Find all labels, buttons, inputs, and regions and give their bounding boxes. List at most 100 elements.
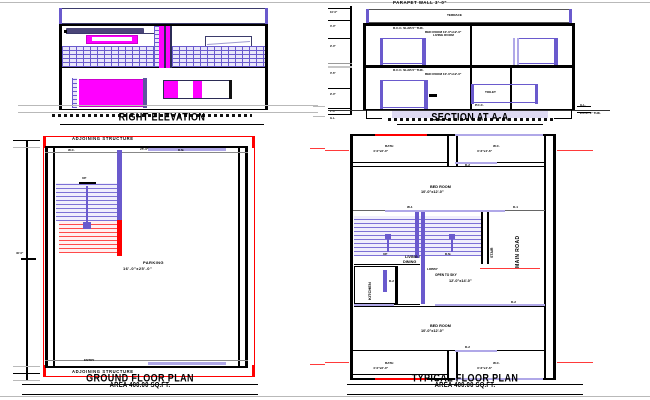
tfp-wall-right: [553, 134, 556, 380]
section-lower-room-mid: [471, 84, 538, 103]
gfp-bottom-window: [148, 362, 226, 365]
ground-floor-plan-title-underline-2: [22, 394, 258, 395]
tfp-label-bath-top: BATH: [385, 144, 394, 148]
section-level-tick-6: [328, 108, 352, 109]
elevation-roof-line: [59, 24, 268, 26]
gfp-stair-wall-red: [117, 220, 122, 256]
right-elevation-title: RIGHT ELEVATION: [62, 110, 262, 124]
elevation-ground-line: [18, 105, 318, 106]
typical-floor-plan-title-line1: TYPICAL FLOOR PLAN: [411, 371, 519, 385]
typical-floor-plan-title: TYPICAL FLOOR PLAN AREA 400.00 SQ.FT.: [345, 371, 585, 390]
elevation-shutter: [76, 79, 144, 107]
gfp-stair-arrow-tail: [79, 182, 96, 184]
elevation-ground-hatch: [52, 114, 252, 117]
typical-floor-plan-title-underline-2: [347, 394, 583, 395]
section-level-label-3: 0'-6": [330, 72, 336, 75]
drawing-right-elevation: RIGHT ELEVATION: [0, 0, 325, 128]
elevation-sunshade: [66, 28, 144, 33]
gfp-dim-tick-top: [13, 140, 40, 141]
gfp-wall-bottom: [45, 366, 248, 368]
gfp-dim-tick-bot: [13, 366, 40, 367]
section-upper-room-left-jamb2: [380, 38, 383, 65]
section-pcc-slab: [392, 111, 548, 118]
elevation-right-tick-2: [313, 116, 325, 117]
tfp-wall-left: [350, 134, 353, 380]
elevation-parapet-left-edge: [59, 8, 62, 24]
gfp-label-wc: W.C.: [68, 148, 75, 152]
tfp-bath-top-partition: [447, 136, 449, 166]
section-aa-title-line1: SECTION AT A-A: [431, 110, 509, 124]
section-level-label-4: 9'-0": [330, 93, 336, 96]
gfp-wall-left: [45, 146, 48, 368]
tfp-label-bedroom-bottom-size: 10'-0"x12'-0": [421, 329, 444, 333]
tfp-label-bedroom-top: BED ROOM: [430, 185, 451, 189]
tfp-label-kitchen: KITCHEN: [367, 282, 372, 300]
section-leader-right-1: [577, 106, 591, 107]
tfp-lobby-divider: [354, 264, 420, 265]
gfp-stair-label-up: UP: [82, 176, 87, 180]
section-upper-room-right-jamb2: [513, 38, 515, 65]
tfp-bath-bottom-wall2: [456, 350, 458, 378]
sheet-divider-horizontal: [0, 396, 650, 397]
tfp-label-main-road: MAIN ROAD: [515, 235, 521, 269]
section-footing-right: [554, 118, 572, 119]
tfp-living-top-opening: [385, 210, 505, 212]
section-aa-title: SECTION AT A-A: [395, 110, 545, 124]
tfp-stair-arrow-up-shaft: [387, 236, 389, 252]
section-label-parapet: PARAPET WALL 3'-0": [393, 0, 447, 5]
right-elevation-title-line1: RIGHT ELEVATION: [118, 110, 206, 124]
gfp-corner-tr: [252, 136, 255, 148]
tfp-kitchen-door: [383, 270, 387, 292]
gfp-wall-right-inner: [238, 146, 240, 368]
elevation-sunshade-underline: [66, 33, 155, 34]
gfp-corner-bl: [43, 365, 46, 377]
tfp-label-w1: W-1: [407, 205, 413, 209]
section-upper-room-left-jamb: [422, 38, 426, 65]
gfp-corner-br: [252, 365, 255, 377]
gfp-dim-tick-mid: [21, 258, 36, 260]
section-upper-room-right-jamb3: [517, 38, 519, 65]
tfp-label-living-size: 12'-0"x14'-0": [449, 279, 472, 283]
drawing-typical-floor-plan: BATH 4'-0"x6'-0" W.C. 3'-6"x4'-6" D-2 BE…: [325, 128, 650, 396]
sheet-divider-top: [0, 2, 650, 3]
tfp-ext-line-right-bottom: [557, 362, 593, 363]
elevation-brick-band-left: [62, 46, 154, 67]
elevation-sunshade-dot: [64, 30, 67, 33]
elevation-right-tick-1: [313, 106, 325, 107]
gfp-wall-bottom-inner: [45, 360, 248, 361]
section-level-label-6: G.L.: [330, 117, 336, 120]
elevation-column-magenta: [159, 26, 164, 68]
section-level-tick-1: [328, 20, 352, 21]
section-lower-room-mid-jamb-l: [471, 84, 474, 104]
tfp-stair-stringer-1: [415, 212, 419, 258]
tfp-label-bedroom-bottom: BED ROOM: [430, 324, 451, 328]
tfp-bath-bottom-divider: [353, 350, 545, 351]
right-elevation-title-underline: [60, 124, 264, 125]
section-footing-left-v: [366, 110, 367, 119]
tfp-wall-right-inner: [544, 134, 546, 380]
elevation-upper-window-glass: [92, 37, 132, 41]
tfp-label-bedroom-top-size: 10'-0"x12'-0": [421, 190, 444, 194]
section-label-living: LIVING ROOM: [433, 33, 454, 37]
section-wall-left: [363, 23, 366, 111]
tfp-wc-bottom-door: [455, 350, 497, 352]
section-upper-room-right-jamb: [554, 38, 558, 65]
tfp-bottom-opening-red: [375, 378, 427, 380]
elevation-ground-line-2: [18, 112, 318, 113]
tfp-bath-top-divider: [353, 166, 545, 167]
section-lower-room-left-jamb: [424, 80, 428, 109]
section-door-marker: [429, 94, 437, 97]
section-lower-room-mid-jamb-r: [535, 84, 538, 104]
gfp-dim-tick-bot2: [13, 373, 40, 374]
section-upper-room-left: [380, 38, 426, 64]
elevation-shutter-jamb-left: [72, 78, 77, 108]
drawing-section-aa: 10'-0" 3'-0" 9'-0" 0'-6" 9'-0" 1'-6" G.L…: [325, 0, 650, 128]
tfp-kitchen-right-wall: [396, 266, 398, 304]
gfp-stair-landing-red: [110, 221, 120, 253]
section-aa-title-underline: [397, 124, 543, 125]
section-label-bedroom-lower: BED ROOM 10'-0"x12'-0": [425, 72, 462, 76]
section-lower-room-left-jamb2: [380, 80, 383, 109]
gfp-label-parking-size: 16'-0"x25'-0": [123, 266, 153, 271]
section-label-toilet: TOILET: [485, 90, 496, 94]
